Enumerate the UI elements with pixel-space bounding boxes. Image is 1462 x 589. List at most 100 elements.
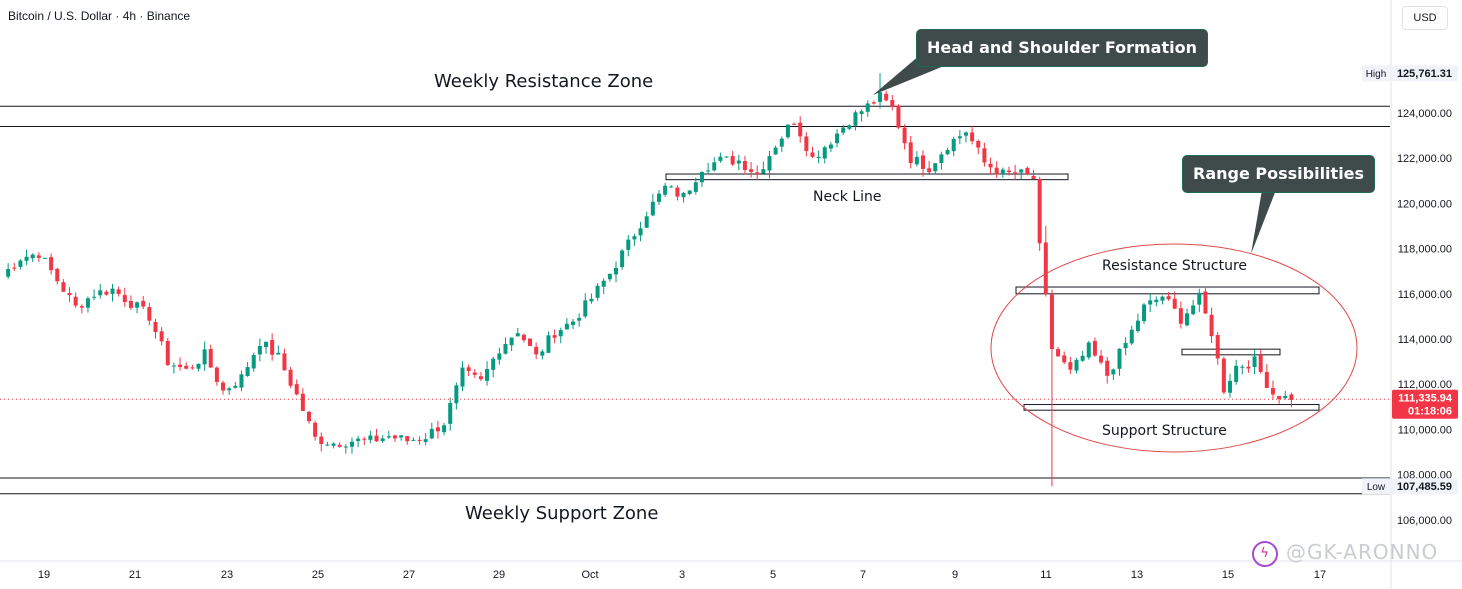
- candle-body: [1000, 169, 1005, 175]
- x-tick-label: 9: [952, 569, 958, 581]
- x-tick-label: 17: [1314, 569, 1326, 581]
- candle-body: [730, 156, 735, 165]
- candle-body: [650, 201, 655, 216]
- candle-body: [528, 338, 533, 346]
- candle-body: [362, 438, 367, 440]
- candle-body: [251, 355, 256, 369]
- candle-body: [761, 169, 766, 174]
- candle-body: [61, 282, 66, 292]
- candle-body: [773, 147, 778, 155]
- low-marker-label-box: [1362, 478, 1390, 495]
- candle-body: [921, 155, 925, 169]
- x-tick-label: 3: [679, 569, 685, 581]
- y-tick-label: 124,000.00: [1397, 108, 1452, 120]
- candle-body: [571, 321, 576, 325]
- candle-body: [313, 422, 318, 437]
- candle-body: [374, 435, 379, 442]
- weekly-support-label: Weekly Support Zone: [465, 503, 659, 524]
- candle-body: [55, 268, 60, 282]
- candle-body: [257, 346, 262, 355]
- candle-body: [1086, 342, 1091, 358]
- candle-body: [1209, 314, 1214, 337]
- candle-body: [356, 438, 361, 442]
- candle-body: [712, 162, 717, 171]
- candle-body: [632, 236, 637, 240]
- candle-body: [1080, 355, 1085, 361]
- candle-body: [171, 365, 176, 367]
- candle-body: [49, 257, 54, 271]
- candle-body: [417, 439, 422, 441]
- candle-body: [30, 254, 35, 259]
- candle-body: [970, 132, 975, 142]
- candle-body: [1142, 304, 1147, 322]
- candle-body: [288, 369, 293, 386]
- candle-body: [595, 285, 600, 298]
- neck-line-label: Neck Line: [813, 189, 882, 205]
- candle-body: [798, 122, 803, 137]
- candle-body: [478, 376, 483, 380]
- candle-body: [767, 156, 772, 171]
- candle-body: [153, 321, 158, 333]
- candle-body: [663, 185, 668, 195]
- candle-body: [294, 384, 299, 395]
- y-tick-label: 110,000.00: [1398, 424, 1452, 436]
- watermark: ϟ @GK-ARONNO: [1252, 540, 1438, 567]
- candle-body: [1221, 358, 1226, 393]
- candle-body: [380, 438, 385, 442]
- candle-body: [1197, 292, 1202, 305]
- candle-body: [73, 296, 78, 306]
- candle-body: [485, 369, 490, 381]
- candle-body: [1111, 369, 1116, 375]
- callout-tail: [1251, 190, 1276, 254]
- candle-body: [491, 358, 496, 370]
- candle-body: [1264, 371, 1269, 388]
- candle-body: [460, 367, 465, 387]
- candle-body: [343, 446, 348, 448]
- candle-body: [1092, 340, 1097, 356]
- range-ellipse: [990, 243, 1358, 453]
- y-tick-label: 118,000.00: [1398, 244, 1452, 256]
- x-tick-label: 13: [1131, 569, 1143, 581]
- candle-body: [724, 156, 729, 158]
- price-markers: 125,761.31 High 107,485.59 Low 111,335.9401:…: [1362, 65, 1458, 495]
- candle-body: [601, 280, 606, 287]
- candle-body: [442, 425, 447, 433]
- candle-body: [1129, 329, 1134, 344]
- candle-body: [1258, 355, 1263, 372]
- candle-body: [122, 295, 127, 302]
- candle-body: [104, 291, 109, 295]
- candle-body: [945, 149, 950, 155]
- candle-body: [128, 300, 133, 308]
- candle-body: [466, 367, 471, 372]
- candle-body: [742, 161, 747, 171]
- candle-body: [1283, 395, 1288, 399]
- candle-body: [85, 298, 90, 308]
- head-and-shoulder-callout[interactable]: Head and Shoulder Formation: [916, 29, 1208, 67]
- candle-body: [12, 267, 17, 269]
- candle-body: [552, 335, 557, 338]
- range-possibilities-callout[interactable]: Range Possibilities: [1182, 155, 1376, 193]
- y-tick-label: 112,000.00: [1398, 379, 1452, 391]
- candle-body: [135, 302, 140, 308]
- currency-button[interactable]: USD: [1402, 6, 1448, 30]
- candle-body: [1117, 348, 1122, 369]
- candle-body: [865, 103, 870, 112]
- x-tick-label: 27: [403, 569, 415, 581]
- candle-body: [239, 374, 244, 388]
- candle-body: [884, 93, 889, 101]
- level-lines: [0, 105, 1390, 495]
- candle-body: [331, 443, 336, 446]
- candle-body: [853, 112, 858, 126]
- candle-body: [1031, 175, 1036, 180]
- candle-body: [792, 123, 797, 125]
- lightning-badge-icon: ϟ: [1252, 540, 1278, 567]
- candle-body: [184, 365, 189, 369]
- candle-body: [1172, 298, 1177, 309]
- candle-body: [736, 160, 741, 164]
- candle-body: [178, 364, 183, 368]
- candle-body: [208, 348, 213, 368]
- candle-body: [847, 125, 852, 129]
- candle-body: [319, 436, 324, 445]
